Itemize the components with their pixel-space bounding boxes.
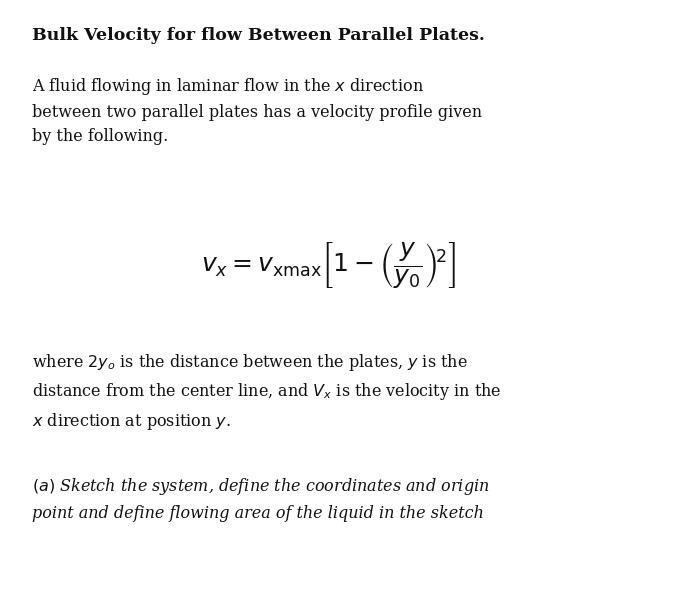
Text: A fluid flowing in laminar flow in the $x$ direction
between two parallel plates: A fluid flowing in laminar flow in the $… bbox=[32, 76, 482, 145]
Text: where $2y_o$ is the distance between the plates, $y$ is the
distance from the ce: where $2y_o$ is the distance between the… bbox=[32, 352, 501, 432]
Text: $v_x = v_{\mathrm{xmax}} \left[1 - \left(\dfrac{y}{y_0}\right)^{\!2}\right]$: $v_x = v_{\mathrm{xmax}} \left[1 - \left… bbox=[202, 240, 456, 290]
Text: Bulk Velocity for flow Between Parallel Plates.: Bulk Velocity for flow Between Parallel … bbox=[32, 27, 484, 44]
Text: $(a)$ Sketch the system, define the coordinates and origin
point and define flow: $(a)$ Sketch the system, define the coor… bbox=[32, 476, 489, 521]
